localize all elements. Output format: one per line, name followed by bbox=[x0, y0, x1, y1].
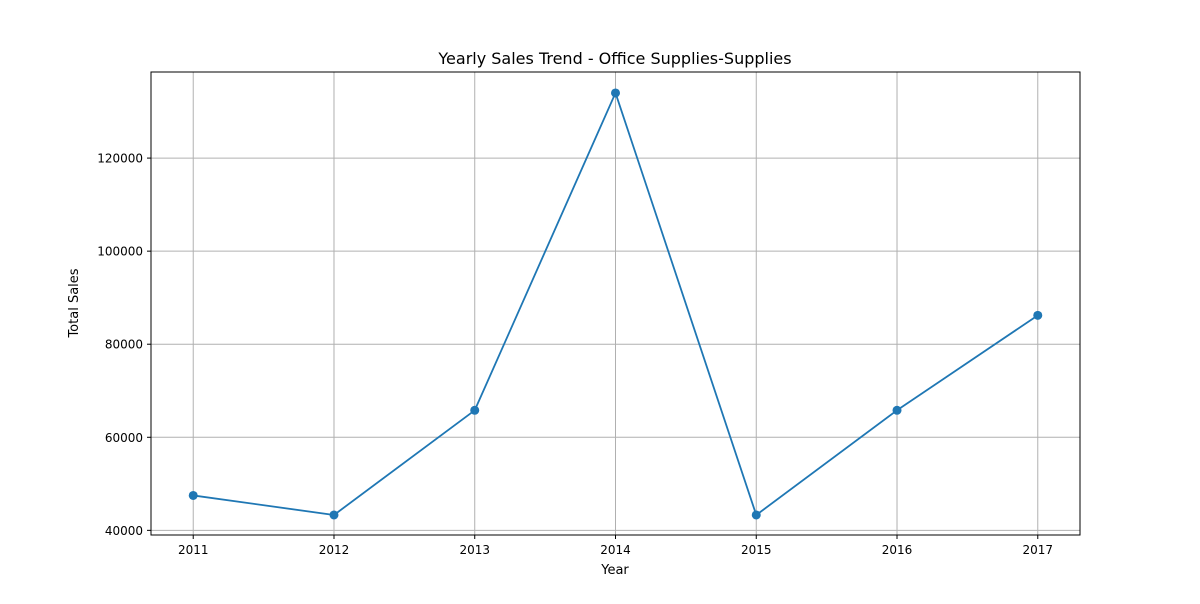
x-tick-label: 2017 bbox=[1022, 543, 1053, 557]
chart-title: Yearly Sales Trend - Office Supplies-Sup… bbox=[437, 49, 791, 68]
y-axis-label: Total Sales bbox=[67, 268, 82, 338]
series-layer bbox=[188, 88, 1043, 520]
data-point-marker bbox=[188, 490, 198, 500]
y-tick-label: 100000 bbox=[97, 245, 143, 259]
x-tick-label: 2013 bbox=[459, 543, 490, 557]
x-tick-label: 2011 bbox=[178, 543, 209, 557]
x-tick-label: 2016 bbox=[882, 543, 913, 557]
grid-layer bbox=[151, 72, 1080, 535]
x-tick-label: 2014 bbox=[600, 543, 631, 557]
data-point-marker bbox=[470, 405, 480, 415]
data-point-marker bbox=[329, 510, 339, 520]
x-tick-label: 2015 bbox=[741, 543, 772, 557]
x-axis-label: Year bbox=[600, 563, 629, 578]
x-tick-label: 2012 bbox=[319, 543, 350, 557]
data-point-marker bbox=[892, 405, 902, 415]
y-tick-label: 80000 bbox=[105, 338, 143, 352]
y-tick-label: 40000 bbox=[105, 524, 143, 538]
y-tick-label: 120000 bbox=[97, 152, 143, 166]
data-point-marker bbox=[611, 88, 620, 98]
tick-layer: 2011 2012 2013 2014 2015 2016 2017 40000 60000 80… bbox=[97, 152, 1053, 557]
data-point-marker bbox=[751, 510, 761, 520]
data-point-marker bbox=[1033, 310, 1043, 320]
y-tick-label: 60000 bbox=[105, 431, 143, 445]
